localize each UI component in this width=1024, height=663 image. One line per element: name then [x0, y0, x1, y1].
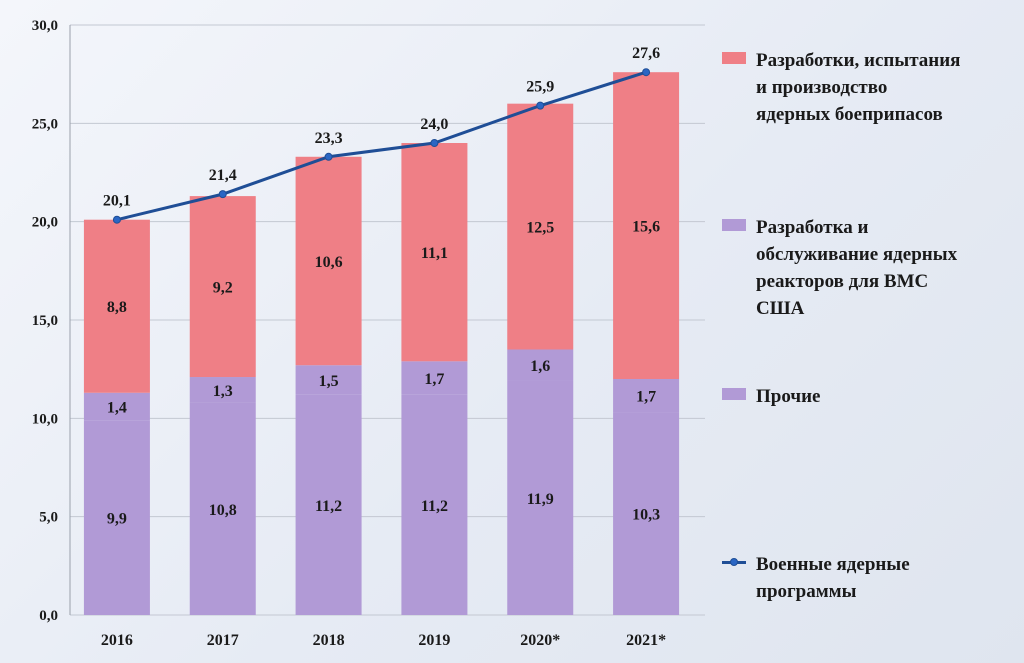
total-line-point	[642, 68, 651, 77]
y-tick-label: 25,0	[32, 116, 58, 132]
y-axis-ticks: 0,0 5,0 10,0 15,0 20,0 25,0 30,0	[32, 18, 58, 624]
bar-segment	[507, 103, 574, 350]
bar-segment	[189, 196, 256, 378]
segment-value-label: 1,3	[213, 383, 233, 400]
total-line-point	[112, 215, 121, 224]
bar-segment	[401, 143, 468, 362]
y-tick-label: 15,0	[32, 313, 58, 329]
segment-value-label: 1,6	[530, 358, 550, 375]
bar-segment	[401, 394, 468, 615]
legend-item-other: Прочие	[722, 383, 1016, 410]
segment-value-label: 10,3	[632, 507, 660, 524]
legend-label-reactors: Разработка и обслуживание ядерных реакто…	[756, 217, 958, 319]
y-tick-label: 10,0	[32, 411, 58, 427]
x-tick-label: 2017	[207, 632, 239, 649]
legend-swatch-reactors	[722, 219, 746, 231]
total-value-label: 23,3	[315, 130, 343, 147]
segment-value-label: 11,2	[421, 498, 448, 515]
segment-value-label: 8,8	[107, 299, 127, 316]
segment-value-label: 1,4	[107, 400, 127, 417]
total-value-label: 27,6	[632, 45, 660, 62]
legend-label-other: Прочие	[756, 386, 821, 407]
bar-segment	[189, 377, 256, 403]
bar-segment	[83, 219, 150, 393]
segment-value-label: 15,6	[632, 219, 660, 236]
stacked-bar-chart: 9,9 1,4 8,8 10,8 1,3 9,2 11,2 1,5 10,6 11,2 1,7 11,…	[32, 18, 705, 649]
total-line-path	[116, 70, 647, 222]
segment-value-label: 1,7	[424, 371, 444, 388]
total-value-label: 21,4	[209, 167, 237, 184]
legend-item-reactors: Разработка и обслуживание ядерных реакто…	[722, 214, 1016, 322]
bar-segment	[401, 361, 468, 395]
gridlines	[69, 24, 705, 616]
bar-segment	[507, 349, 574, 381]
y-tick-label: 30,0	[32, 18, 58, 34]
y-tick-label: 0,0	[39, 608, 58, 624]
total-line-point	[430, 139, 439, 147]
legend: Разработки, испытания и производство яде…	[722, 0, 1022, 663]
total-value-label: 25,9	[526, 79, 554, 96]
bar-segment	[507, 380, 574, 615]
segment-value-label: 10,6	[315, 254, 343, 271]
y-tick-label: 20,0	[32, 215, 58, 231]
bar-segment	[613, 72, 680, 379]
bar-segment	[295, 156, 362, 366]
y-tick-label: 5,0	[39, 510, 58, 526]
x-tick-label: 2021*	[626, 632, 666, 649]
x-tick-label: 2020*	[520, 632, 560, 649]
bar-segment	[295, 365, 362, 395]
segment-labels: 9,9 1,4 8,8 10,8 1,3 9,2 11,2 1,5 10,6 11,2 1,7 11,…	[107, 219, 660, 528]
bar-segment	[613, 412, 680, 615]
legend-label-warheads: Разработки, испытания и производство яде…	[756, 50, 961, 125]
total-value-label: 24,0	[420, 116, 448, 133]
legend-swatch-other	[722, 388, 746, 400]
segment-value-label: 1,5	[319, 373, 339, 390]
bar-segment	[83, 392, 150, 421]
bar-segment	[189, 402, 256, 615]
bar-segment	[83, 420, 150, 615]
bar-segment	[295, 394, 362, 615]
segment-value-label: 9,9	[107, 511, 127, 528]
legend-line-marker	[722, 556, 746, 568]
x-axis-ticks: 2016 2017 2018 2019 2020* 2021*	[101, 632, 666, 649]
legend-swatch-warheads	[722, 52, 746, 64]
legend-label-total: Военные ядерные программы	[756, 554, 910, 602]
segment-value-label: 1,7	[636, 389, 656, 406]
total-line-point	[536, 101, 545, 110]
segment-value-label: 11,2	[315, 498, 342, 515]
segment-value-label: 10,8	[209, 502, 237, 519]
segment-value-label: 9,2	[213, 280, 233, 297]
x-tick-label: 2016	[101, 632, 133, 649]
bar-segment	[613, 379, 680, 413]
total-value-label: 20,1	[103, 193, 131, 210]
total-line-point	[324, 152, 333, 161]
bars	[83, 72, 680, 615]
total-line-point	[218, 190, 227, 199]
segment-value-label: 11,9	[527, 491, 554, 508]
legend-item-warheads: Разработки, испытания и производство яде…	[722, 47, 1016, 128]
segment-value-label: 11,1	[421, 245, 448, 262]
legend-item-total: Военные ядерные программы	[722, 551, 1016, 605]
segment-value-label: 12,5	[526, 220, 554, 237]
total-line: 20,1 21,4 23,3 24,0 25,9 27,6	[103, 45, 660, 224]
x-tick-label: 2018	[313, 632, 345, 649]
x-tick-label: 2019	[418, 632, 450, 649]
